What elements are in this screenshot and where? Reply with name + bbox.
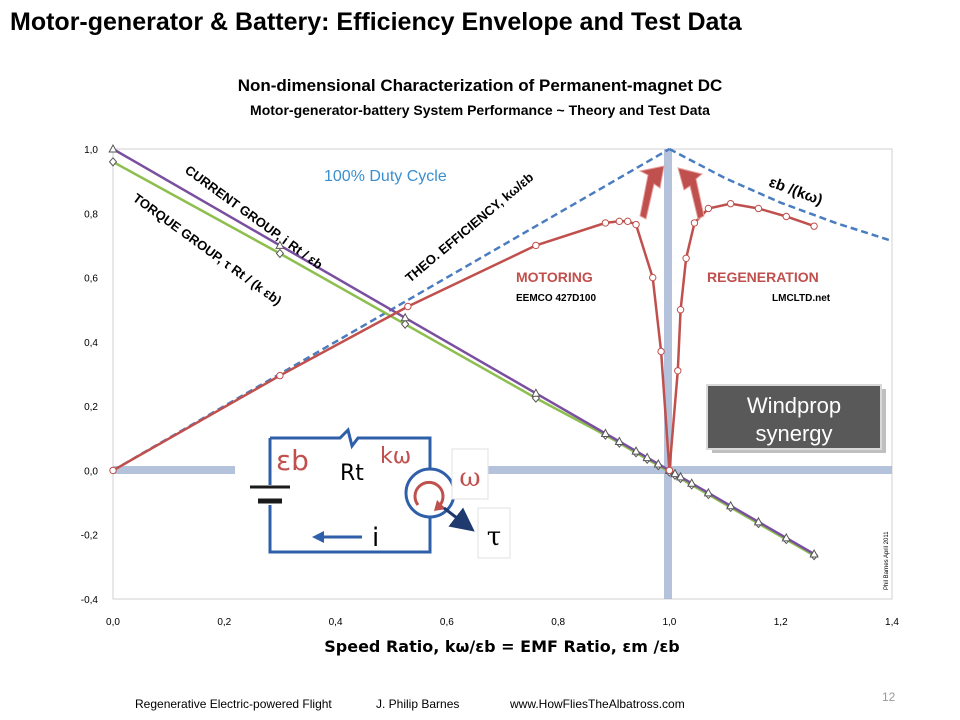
x-tick-label: 0,6	[440, 617, 454, 628]
circuit-rt-label: Rt	[340, 461, 364, 486]
circuit-eb-label: εb	[276, 444, 309, 477]
omega-box: ω	[451, 448, 489, 500]
chart-title: Non-dimensional Characterization of Perm…	[237, 76, 723, 95]
y-tick-label: 1,0	[84, 145, 98, 156]
data-point	[653, 458, 663, 468]
windprop-line2: synergy	[755, 421, 832, 446]
data-point	[108, 157, 118, 167]
data-point	[404, 302, 412, 311]
y-tick-label: 0,4	[84, 338, 98, 349]
data-point	[275, 248, 285, 259]
windprop-synergy-box: Windprop synergy	[706, 384, 886, 453]
data-point	[109, 466, 117, 475]
axis-ticks: 0,0 0,2 0,4 0,6 0,8 1,0 1,2 1,4 -0,4 -0,2 0,0 0,2 0,…	[81, 145, 900, 628]
circuit-kw-label: kω	[380, 444, 411, 469]
data-point	[675, 471, 686, 481]
inverse-ratio-label: εb /(kω)	[767, 174, 825, 209]
data-point	[690, 219, 699, 227]
data-point	[532, 241, 540, 250]
slide-title: Motor-generator & Battery: Efficiency En…	[10, 8, 742, 36]
data-point	[108, 143, 118, 153]
data-point	[657, 347, 665, 356]
series-line	[668, 147, 893, 243]
rotation-arrow-icon	[413, 480, 445, 506]
data-point	[674, 367, 682, 375]
data-point	[400, 319, 410, 329]
series-line	[112, 147, 815, 556]
data-point	[400, 312, 410, 322]
author-tag: Phil Barnes April 2011	[884, 531, 890, 590]
x-axis-label: Speed Ratio, kω/εb = EMF Ratio, εm /εb	[324, 637, 679, 656]
data-point	[275, 240, 285, 249]
data-point	[782, 212, 790, 221]
y-tick-label: 0,6	[84, 274, 98, 285]
data-point	[614, 436, 624, 445]
y-tick-label: -0,2	[81, 531, 99, 542]
data-point	[276, 371, 284, 380]
y-tick-label: -0,4	[81, 595, 99, 606]
data-point	[632, 220, 640, 229]
x-tick-label: 1,4	[885, 617, 899, 628]
data-point	[601, 219, 610, 227]
data-point	[631, 446, 641, 455]
data-point	[726, 199, 735, 208]
data-point	[781, 532, 791, 542]
y-tick-label: 0,8	[84, 209, 98, 220]
x-tick-label: 0,4	[329, 617, 343, 628]
footer-course: Regenerative Electric-powered Flight	[135, 697, 332, 711]
data-point	[682, 254, 690, 262]
circuit-omega-label: ω	[459, 463, 480, 493]
data-point	[810, 222, 818, 230]
data-point	[623, 217, 632, 226]
data-point	[531, 388, 541, 397]
data-point	[725, 500, 736, 510]
regeneration-source-label: LMCLTD.net	[772, 293, 831, 304]
page-number: 12	[882, 690, 896, 704]
data-point	[615, 217, 624, 226]
regeneration-arrow	[677, 167, 705, 220]
x-tick-label: 1,2	[774, 617, 788, 628]
theo-efficiency-label: THEO. EFFICIENCY, kω/εb	[402, 169, 536, 285]
data-point	[754, 204, 763, 213]
data-point	[809, 548, 819, 558]
data-point	[670, 468, 680, 478]
footer-url[interactable]: www.HowFliesTheAlbatross.com	[510, 697, 685, 711]
series-line	[112, 160, 815, 557]
y-tick-label: 0,2	[84, 402, 98, 413]
circuit-i-label: i	[372, 523, 379, 553]
data-point	[649, 273, 657, 282]
footer-author: J. Philip Barnes	[376, 697, 460, 711]
circuit-diagram: εb kω Rt i	[235, 427, 475, 558]
regeneration-label: REGENERATION	[707, 269, 819, 285]
data-point	[665, 466, 674, 475]
x-tick-label: 0,8	[551, 617, 565, 628]
motoring-arrow	[638, 165, 665, 220]
torque-group-label: TORQUE GROUP, τ Rt / (k εb)	[130, 190, 284, 308]
data-point	[642, 452, 652, 462]
data-point	[676, 306, 685, 314]
motoring-source-label: EEMCO 427D100	[516, 293, 596, 304]
series-layer	[108, 143, 893, 561]
windprop-line1: Windprop	[747, 393, 841, 418]
x-tick-label: 1,0	[662, 617, 676, 628]
data-point	[687, 478, 697, 487]
plot-area	[112, 148, 893, 600]
shaft-arrow-icon	[443, 506, 475, 532]
tau-box: τ	[477, 507, 511, 559]
x-tick-label: 0,0	[106, 617, 120, 628]
circuit-tau-label: τ	[487, 522, 501, 552]
chart-subtitle: Motor-generator-battery System Performan…	[250, 102, 710, 118]
y-tick-label: 0,0	[84, 466, 98, 477]
circuit-wire	[268, 427, 432, 554]
x-tick-label: 0,2	[217, 617, 231, 628]
data-point	[753, 516, 764, 526]
data-point	[704, 204, 713, 213]
duty-cycle-label: 100% Duty Cycle	[324, 168, 447, 185]
data-point	[703, 487, 714, 497]
data-point	[600, 428, 611, 437]
motoring-label: MOTORING	[516, 269, 593, 285]
